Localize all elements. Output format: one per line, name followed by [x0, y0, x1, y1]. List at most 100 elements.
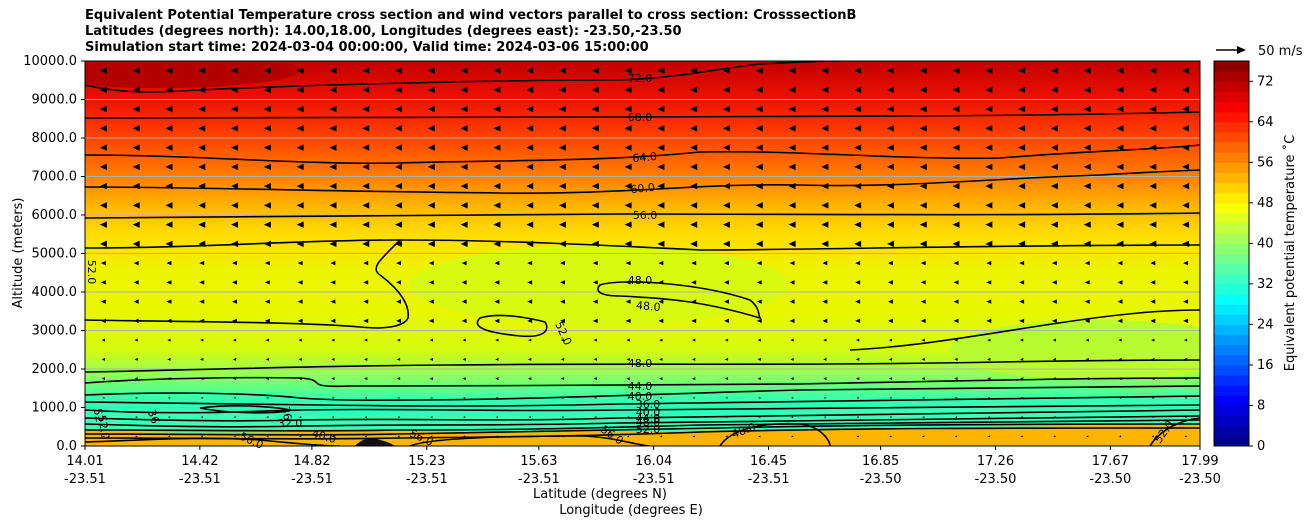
wind-vector: [919, 202, 927, 209]
wind-vector: [331, 435, 335, 438]
wind-vector: [462, 377, 466, 381]
wind-vector: [1018, 86, 1026, 94]
x-tick-label-longitude: -23.51: [748, 472, 790, 487]
wind-vector: [527, 260, 533, 266]
wind-vector: [856, 435, 859, 438]
wind-vector: [691, 260, 697, 266]
wind-vector: [624, 86, 632, 94]
wind-vector: [427, 144, 435, 151]
wind-vector: [722, 86, 730, 94]
wind-vector: [625, 280, 631, 285]
wind-vector: [690, 240, 698, 248]
wind-vector: [722, 163, 730, 171]
wind-vector: [691, 280, 697, 285]
wind-vector: [231, 240, 239, 248]
wind-vector: [101, 338, 105, 342]
wind-vector: [886, 240, 894, 248]
wind-vector: [755, 86, 763, 94]
y-tick-label: 1000.0: [32, 401, 78, 416]
wind-vector: [987, 435, 990, 438]
wind-vector: [821, 163, 829, 171]
wind-vector: [329, 125, 337, 132]
wind-vector: [296, 163, 304, 171]
wind-vector: [790, 377, 794, 381]
wind-vector: [724, 377, 729, 381]
colorbar-level: [1214, 152, 1249, 163]
wind-vector: [1149, 144, 1157, 151]
wind-vector: [624, 163, 632, 171]
x-tick-label-latitude: 16.85: [862, 454, 899, 469]
contour-label: 56.0: [633, 209, 658, 222]
wind-vector: [987, 338, 991, 342]
wind-vector: [167, 416, 171, 419]
wind-vector: [1149, 182, 1157, 190]
wind-vector: [788, 125, 796, 132]
wind-vector: [886, 182, 894, 190]
colorbar-level: [1214, 233, 1249, 244]
wind-vector: [1085, 338, 1089, 342]
wind-vector: [167, 357, 171, 361]
colorbar-level: [1214, 192, 1249, 204]
wind-vector: [821, 125, 829, 132]
x-tick-label-longitude: -23.50: [860, 472, 902, 487]
wind-vector: [953, 299, 959, 304]
colorbar-level: [1214, 334, 1249, 346]
wind-vector: [1019, 318, 1025, 324]
wind-vector: [263, 105, 271, 113]
contour-label: 48.0: [636, 416, 661, 429]
wind-vector: [1116, 221, 1124, 228]
wind-vector: [658, 299, 664, 304]
wind-vector: [986, 280, 992, 285]
wind-vector: [395, 67, 403, 74]
wind-vector: [1151, 435, 1154, 438]
wind-vector: [495, 377, 499, 381]
wind-vector: [460, 125, 468, 132]
wind-vector: [200, 357, 204, 361]
contour-52-blob: [476, 314, 548, 338]
wind-vector: [264, 280, 270, 285]
wind-vector: [233, 396, 236, 399]
wind-vector: [526, 163, 534, 171]
wind-vector: [559, 67, 567, 74]
wind-vector: [428, 299, 434, 304]
wind-vector: [952, 163, 960, 171]
contour-56-surface: [85, 437, 341, 446]
wind-vector: [133, 299, 139, 304]
wind-vector: [855, 280, 861, 285]
wind-vector: [1182, 182, 1190, 190]
wind-vector: [132, 240, 140, 248]
colorbar-label: Equivalent potential temperature ˚C: [1282, 135, 1298, 371]
colorbar-tick-label: 40: [1257, 236, 1274, 251]
wind-vector: [593, 338, 597, 342]
wind-vector: [1151, 416, 1154, 419]
wind-vector: [1116, 182, 1124, 190]
wind-vector: [724, 357, 729, 361]
x-tick-label-latitude: 16.45: [750, 454, 787, 469]
wind-vector: [362, 202, 370, 209]
wind-vector: [823, 338, 827, 342]
wind-vector: [1050, 105, 1058, 113]
wind-vector: [1116, 144, 1124, 151]
y-tick-label: 8000.0: [32, 131, 78, 146]
wind-vector: [329, 163, 337, 171]
wind-vector: [296, 202, 304, 209]
wind-vector: [526, 202, 534, 209]
wind-vector: [460, 144, 468, 151]
wind-vector: [1149, 86, 1157, 94]
wind-vector: [364, 435, 367, 438]
wind-vector: [1182, 240, 1190, 248]
wind-vector: [724, 260, 729, 266]
wind-vector: [624, 67, 632, 74]
wind-vector: [395, 202, 403, 209]
wind-vector: [561, 396, 564, 399]
wind-vector: [99, 144, 107, 151]
wind-vector: [430, 416, 433, 419]
wind-vector: [692, 338, 696, 342]
wind-vector: [985, 67, 993, 74]
contour-label: 72.0: [628, 72, 653, 85]
contour-56-surface-b: [409, 435, 651, 446]
wind-vector: [1018, 221, 1026, 228]
wind-vector: [854, 182, 862, 190]
wind-vector: [1019, 280, 1025, 285]
wind-vector: [722, 125, 730, 132]
